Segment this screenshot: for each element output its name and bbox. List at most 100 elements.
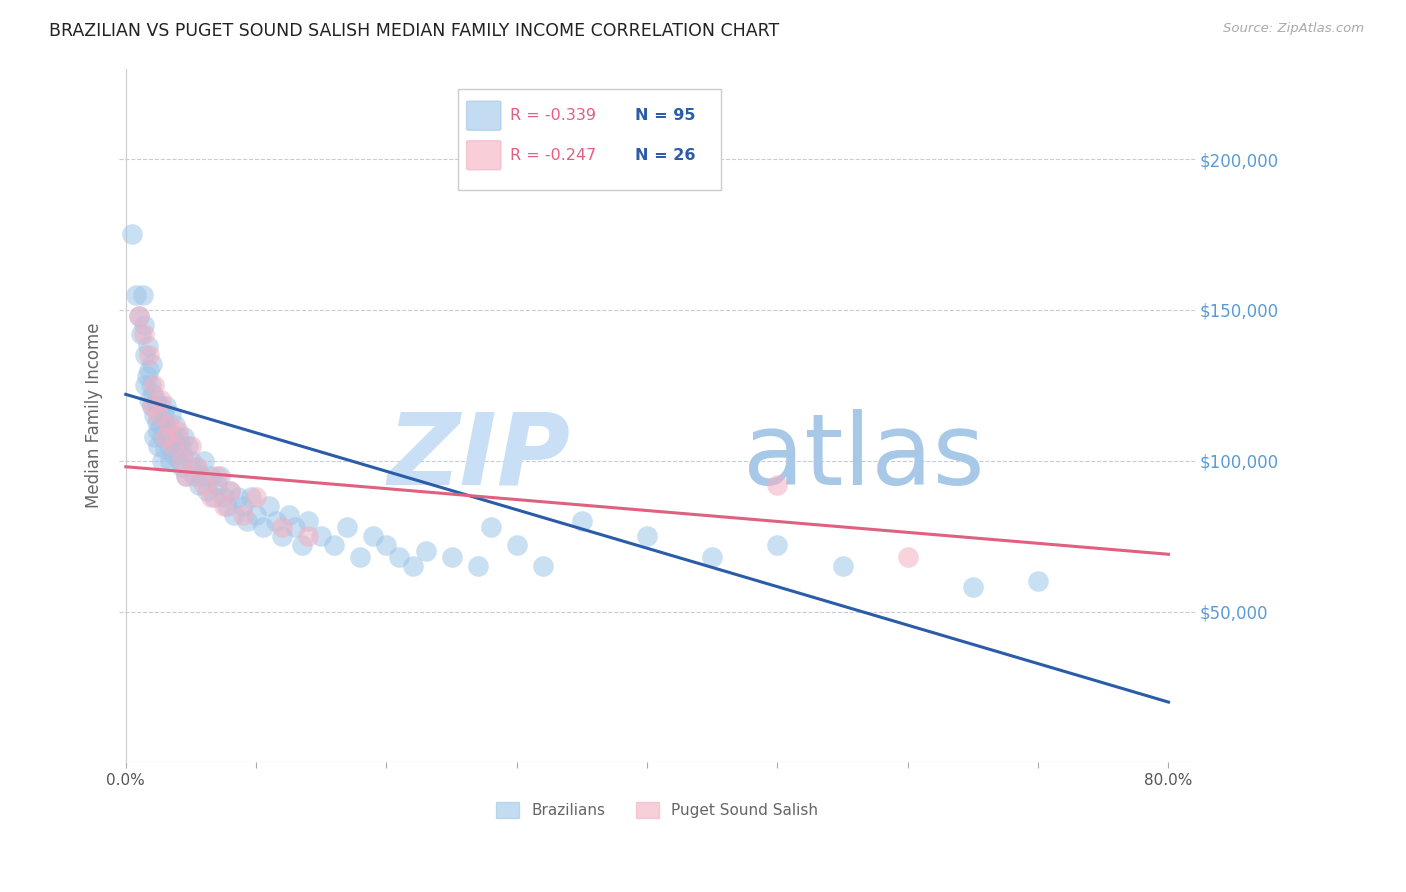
Point bbox=[766, 478, 789, 492]
Point bbox=[142, 387, 165, 401]
Point bbox=[186, 459, 208, 474]
Point bbox=[132, 326, 155, 341]
Point bbox=[138, 363, 160, 377]
Point bbox=[375, 538, 398, 552]
Point bbox=[170, 454, 193, 468]
Point bbox=[166, 439, 188, 453]
Point bbox=[149, 417, 172, 432]
Point bbox=[138, 393, 160, 408]
Point bbox=[152, 409, 174, 423]
Point bbox=[208, 468, 231, 483]
Point bbox=[415, 544, 437, 558]
Point bbox=[149, 393, 172, 408]
Point bbox=[121, 227, 143, 242]
Point bbox=[143, 409, 166, 423]
Point bbox=[232, 499, 254, 513]
Point bbox=[187, 478, 209, 492]
Point bbox=[162, 439, 184, 453]
Point bbox=[169, 439, 191, 453]
Point bbox=[284, 520, 307, 534]
Point bbox=[506, 538, 529, 552]
Point bbox=[219, 483, 242, 498]
Point bbox=[141, 357, 163, 371]
Point bbox=[531, 559, 554, 574]
Point bbox=[897, 550, 920, 565]
Point bbox=[962, 581, 984, 595]
Point bbox=[766, 538, 789, 552]
Point bbox=[149, 400, 172, 414]
Point bbox=[170, 459, 193, 474]
Point bbox=[134, 378, 156, 392]
Point bbox=[165, 417, 187, 432]
Point bbox=[831, 559, 853, 574]
Point bbox=[167, 429, 190, 443]
Point bbox=[264, 514, 287, 528]
Point bbox=[205, 478, 228, 492]
Point bbox=[205, 468, 228, 483]
Point bbox=[125, 287, 148, 301]
Text: R = -0.339: R = -0.339 bbox=[509, 108, 596, 123]
Point bbox=[222, 508, 245, 522]
Text: Source: ZipAtlas.com: Source: ZipAtlas.com bbox=[1223, 22, 1364, 36]
Point bbox=[467, 559, 489, 574]
Point bbox=[143, 429, 166, 443]
Point bbox=[200, 468, 222, 483]
Point bbox=[219, 483, 242, 498]
Point bbox=[186, 459, 208, 474]
Text: R = -0.247: R = -0.247 bbox=[509, 148, 596, 162]
Point bbox=[479, 520, 502, 534]
Point bbox=[174, 468, 197, 483]
Point bbox=[167, 424, 190, 438]
Point bbox=[388, 550, 411, 565]
Y-axis label: Median Family Income: Median Family Income bbox=[86, 323, 103, 508]
Point bbox=[153, 442, 176, 456]
Point bbox=[174, 468, 197, 483]
Point bbox=[571, 514, 593, 528]
Point bbox=[128, 309, 150, 323]
Point bbox=[297, 529, 319, 543]
Point bbox=[636, 529, 658, 543]
FancyBboxPatch shape bbox=[467, 101, 501, 130]
Point bbox=[148, 439, 170, 453]
Point bbox=[323, 538, 346, 552]
Point bbox=[153, 429, 176, 443]
Point bbox=[138, 348, 160, 362]
Point bbox=[141, 400, 163, 414]
Point bbox=[440, 550, 463, 565]
Point bbox=[271, 520, 294, 534]
Point bbox=[128, 309, 150, 323]
Point bbox=[212, 490, 235, 504]
Point bbox=[291, 538, 314, 552]
Point bbox=[363, 529, 385, 543]
Point bbox=[277, 508, 299, 522]
Point bbox=[145, 393, 167, 408]
Point bbox=[311, 529, 333, 543]
Point bbox=[1026, 574, 1049, 589]
Text: N = 95: N = 95 bbox=[636, 108, 696, 123]
Point bbox=[156, 424, 179, 438]
Point bbox=[167, 454, 190, 468]
Point bbox=[236, 514, 259, 528]
Point bbox=[136, 339, 159, 353]
Text: atlas: atlas bbox=[742, 409, 984, 506]
Point bbox=[271, 529, 294, 543]
Point bbox=[252, 520, 274, 534]
Point bbox=[155, 400, 177, 414]
Point bbox=[180, 454, 202, 468]
Point bbox=[139, 378, 162, 392]
Point bbox=[212, 499, 235, 513]
Point bbox=[157, 417, 180, 432]
Point bbox=[146, 415, 169, 429]
Point bbox=[297, 514, 319, 528]
Point bbox=[162, 429, 184, 443]
Point bbox=[148, 409, 170, 423]
Point bbox=[193, 478, 215, 492]
Point bbox=[150, 429, 173, 443]
Point bbox=[217, 499, 239, 513]
Point bbox=[702, 550, 724, 565]
Point bbox=[245, 508, 267, 522]
FancyBboxPatch shape bbox=[458, 89, 721, 190]
Point bbox=[180, 439, 202, 453]
Point bbox=[132, 318, 155, 332]
Point bbox=[226, 490, 249, 504]
